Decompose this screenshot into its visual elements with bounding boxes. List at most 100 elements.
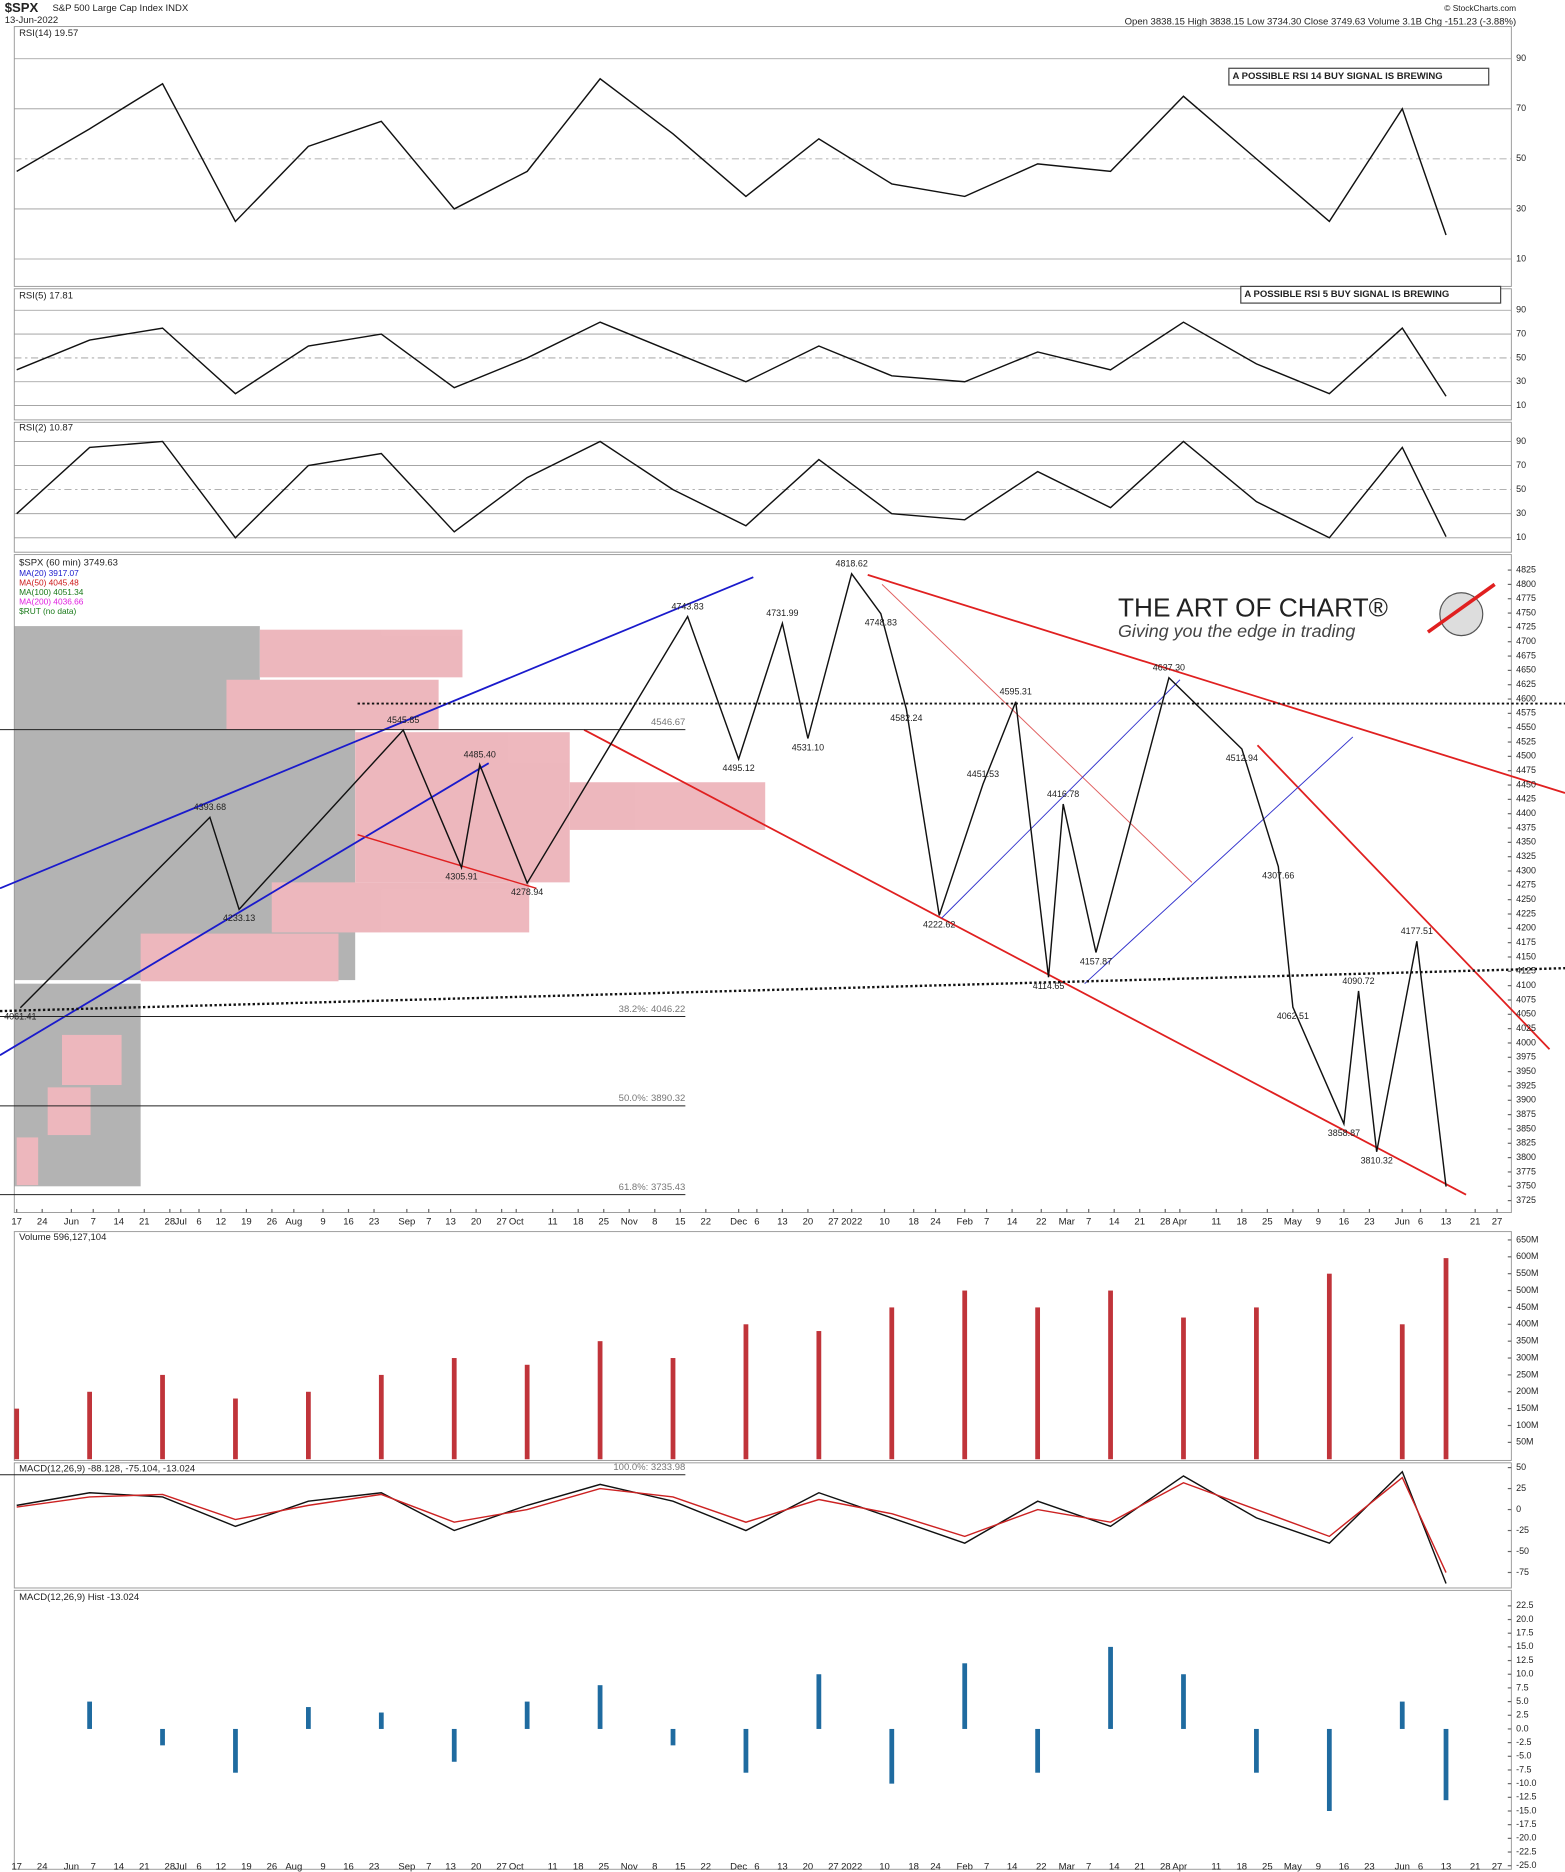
bar: [1399, 1324, 1405, 1460]
x-tick-label: 13: [445, 1217, 456, 1228]
panel-title: MACD(12,26,9) Hist -13.024: [19, 1592, 140, 1603]
series-line: [16, 1470, 1447, 1584]
y-tick-label: 4675: [1516, 650, 1536, 660]
bar: [1108, 1290, 1113, 1460]
x-tick-label: 24: [930, 1217, 941, 1228]
y-tick-label: 70: [1516, 328, 1526, 338]
x-tick-label: 27: [496, 1217, 507, 1228]
y-tick-label: -20.0: [1516, 1833, 1536, 1843]
panel-title: $SPX (60 min) 3749.63: [19, 557, 118, 568]
y-tick-label: 2.5: [1516, 1710, 1528, 1720]
y-tick-label: 90: [1516, 53, 1526, 63]
x-tick-label: 13: [777, 1217, 788, 1228]
x-tick-label: 27: [828, 1861, 839, 1872]
bar: [14, 1408, 20, 1460]
y-tick-label: 4125: [1516, 966, 1536, 976]
y-tick-label: 3825: [1516, 1138, 1536, 1148]
y-tick-label: 4825: [1516, 564, 1536, 574]
x-tick-label: 23: [1364, 1861, 1375, 1872]
pivot-label: 4222.62: [923, 919, 955, 929]
y-tick-label: 4575: [1516, 708, 1536, 718]
annotation: A POSSIBLE RSI 14 BUY SIGNAL IS BREWING: [1232, 71, 1442, 82]
channel-line: [0, 576, 754, 890]
y-tick-label: 3725: [1516, 1195, 1536, 1205]
frame: [13, 288, 1512, 421]
bar: [1035, 1307, 1041, 1460]
y-tick-label: 350M: [1516, 1336, 1538, 1346]
logo-title: THE ART OF CHART®: [1118, 592, 1388, 622]
profile-box: [61, 1034, 122, 1085]
y-tick-label: 4625: [1516, 679, 1536, 689]
pivot-label: 4233.13: [223, 913, 255, 923]
x-tick-label: 24: [37, 1861, 48, 1872]
x-tick-label: 21: [1134, 1861, 1145, 1872]
bar: [1399, 1701, 1405, 1729]
y-tick-label: 10: [1516, 400, 1526, 410]
profile-box: [140, 933, 339, 982]
x-tick-label: 9: [1316, 1217, 1321, 1228]
fib-label: 4546.67: [651, 717, 685, 728]
bar: [451, 1358, 457, 1460]
logo-globe: [1439, 592, 1484, 637]
series-line: [19, 572, 1447, 1187]
bar: [1254, 1728, 1259, 1773]
x-tick-label: 13: [777, 1861, 788, 1872]
channel-line: [357, 834, 537, 890]
bar: [451, 1728, 457, 1762]
pivot-label: 4393.68: [194, 802, 226, 812]
pivot-label: 4531.10: [792, 742, 824, 752]
logo: THE ART OF CHART® Giving you the edge in…: [1118, 582, 1496, 641]
x-tick-label: 8: [652, 1861, 657, 1872]
x-tick-label: Dec: [730, 1217, 747, 1228]
x-tick-label: 20: [471, 1861, 482, 1872]
x-tick-label: 28: [165, 1217, 176, 1228]
x-tick-label: 14: [1007, 1217, 1018, 1228]
bar: [87, 1701, 92, 1729]
y-tick-label: 200M: [1516, 1386, 1538, 1396]
y-tick-label: 15.0: [1516, 1641, 1533, 1651]
pivot-label: 4061.41: [4, 1012, 36, 1022]
x-tick-label: Sep: [398, 1861, 415, 1872]
x-tick-label: 8: [652, 1217, 657, 1228]
y-tick-label: 7.5: [1516, 1682, 1528, 1692]
x-tick-label: 19: [241, 1217, 252, 1228]
panel-title: RSI(2) 10.87: [19, 423, 73, 434]
bar: [306, 1707, 311, 1729]
symbol-name: S&P 500 Large Cap Index INDX: [52, 3, 188, 14]
y-tick-label: 500M: [1516, 1285, 1538, 1295]
x-tick-label: 9: [320, 1217, 325, 1228]
legend-entry: MA(200) 4036.66: [19, 596, 84, 606]
x-tick-label: Oct: [509, 1861, 524, 1872]
x-tick-label: Jun: [1395, 1861, 1410, 1872]
x-tick-label: 22: [1036, 1217, 1047, 1228]
bar: [1035, 1728, 1041, 1773]
pivot-label: 4637.30: [1153, 662, 1185, 672]
x-tick-label: Jul: [175, 1861, 187, 1872]
y-tick-label: 4175: [1516, 937, 1536, 947]
y-tick-label: 30: [1516, 508, 1526, 518]
x-tick-label: 19: [241, 1861, 252, 1872]
channel-line: [1256, 744, 1551, 1050]
y-tick-label: 10.0: [1516, 1669, 1533, 1679]
y-tick-label: 3950: [1516, 1066, 1536, 1076]
support-line: [0, 966, 1565, 1013]
x-tick-label: 20: [471, 1217, 482, 1228]
x-tick-label: May: [1284, 1217, 1302, 1228]
x-tick-label: 16: [1339, 1217, 1350, 1228]
series-line: [16, 440, 1447, 539]
bar: [1443, 1728, 1449, 1801]
y-tick-label: -7.5: [1516, 1764, 1531, 1774]
bar: [816, 1331, 822, 1460]
x-tick-label: 21: [1470, 1861, 1481, 1872]
x-tick-label: 20: [803, 1217, 814, 1228]
y-tick-label: -25: [1516, 1525, 1529, 1535]
bar: [87, 1391, 92, 1460]
annotation-box: [1240, 285, 1502, 304]
pivot-label: 4307.66: [1262, 871, 1294, 881]
y-tick-label: 3775: [1516, 1166, 1536, 1176]
y-tick-label: 4050: [1516, 1009, 1536, 1019]
x-tick-label: 23: [369, 1217, 380, 1228]
y-tick-label: 450M: [1516, 1302, 1538, 1312]
x-tick-label: 13: [1441, 1217, 1452, 1228]
y-tick-label: 70: [1516, 103, 1526, 113]
